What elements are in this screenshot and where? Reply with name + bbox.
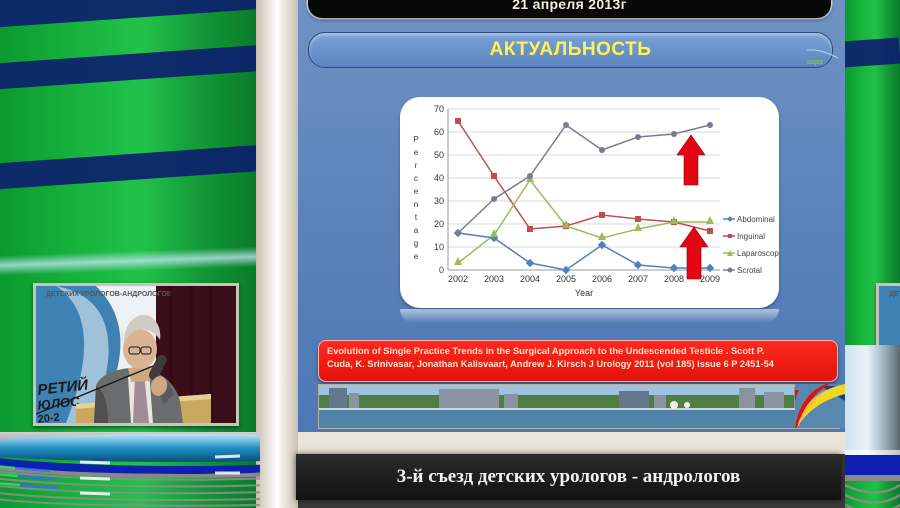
svg-text:60: 60 bbox=[434, 127, 444, 137]
svg-text:2006: 2006 bbox=[592, 274, 612, 284]
svg-text:ДЕТСКИХ УРОЛОГОВ-АНДРОЛОГОВ: ДЕТСКИХ УРОЛОГОВ-АНДРОЛОГОВ bbox=[889, 291, 900, 298]
svg-text:0: 0 bbox=[439, 265, 444, 275]
svg-text:2005: 2005 bbox=[556, 274, 576, 284]
svg-text:игра: игра bbox=[807, 59, 823, 66]
svg-text:g: g bbox=[414, 239, 418, 248]
svg-text:70: 70 bbox=[434, 104, 444, 114]
svg-text:t: t bbox=[415, 213, 418, 222]
svg-text:2003: 2003 bbox=[484, 274, 504, 284]
svg-text:20-2: 20-2 bbox=[37, 412, 60, 423]
svg-text:20: 20 bbox=[434, 219, 444, 229]
svg-text:30: 30 bbox=[434, 196, 444, 206]
svg-text:Inguinal: Inguinal bbox=[737, 232, 765, 241]
svg-text:n: n bbox=[414, 200, 418, 209]
svg-text:40: 40 bbox=[434, 173, 444, 183]
svg-text:e: e bbox=[414, 148, 419, 157]
svg-text:2007: 2007 bbox=[628, 274, 648, 284]
svg-text:50: 50 bbox=[434, 150, 444, 160]
svg-text:r: r bbox=[415, 161, 418, 170]
svg-text:e: e bbox=[414, 252, 419, 261]
svg-text:Scrotal: Scrotal bbox=[737, 266, 762, 275]
svg-text:P: P bbox=[413, 135, 418, 144]
svg-text:Abdominal: Abdominal bbox=[737, 215, 775, 224]
svg-text:2009: 2009 bbox=[700, 274, 720, 284]
svg-text:2004: 2004 bbox=[520, 274, 540, 284]
svg-text:e: e bbox=[414, 187, 419, 196]
svg-text:2008: 2008 bbox=[664, 274, 684, 284]
svg-text:2002: 2002 bbox=[448, 274, 468, 284]
svg-text:Laparoscopic: Laparoscopic bbox=[737, 249, 779, 258]
svg-text:a: a bbox=[414, 226, 419, 235]
svg-text:10: 10 bbox=[434, 242, 444, 252]
svg-text:ДЕТСКИХ УРОЛОГОВ-АНДРОЛОГОВ: ДЕТСКИХ УРОЛОГОВ-АНДРОЛОГОВ bbox=[46, 291, 172, 298]
svg-text:c: c bbox=[414, 174, 418, 183]
svg-text:Year: Year bbox=[575, 288, 593, 298]
